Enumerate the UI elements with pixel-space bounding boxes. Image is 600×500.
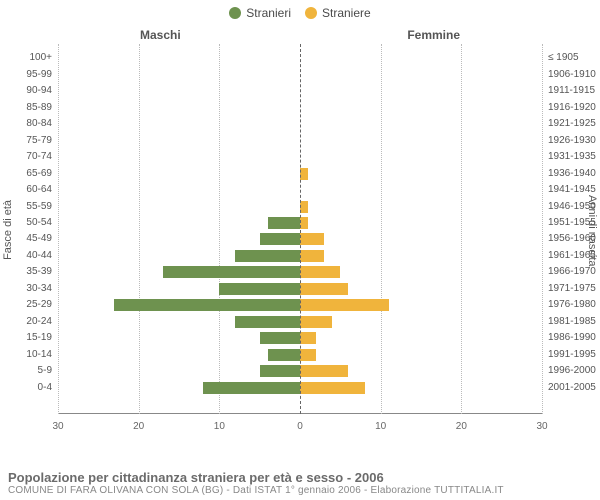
- axis-title-left: Fasce di età: [2, 200, 14, 260]
- chart-title: Popolazione per cittadinanza straniera p…: [8, 470, 592, 485]
- bar-male: [235, 250, 300, 262]
- birth-year-label: 1956-1960: [542, 231, 596, 247]
- bar-female: [300, 382, 365, 394]
- bar-female: [300, 233, 324, 245]
- age-label: 35-39: [26, 264, 58, 280]
- bar-male: [163, 266, 300, 278]
- bar-female: [300, 365, 348, 377]
- birth-year-label: 1951-1955: [542, 215, 596, 231]
- birth-year-label: 1911-1915: [542, 83, 595, 99]
- age-label: 20-24: [26, 314, 58, 330]
- x-tick-label: 0: [297, 421, 303, 432]
- section-title-female: Femmine: [407, 28, 460, 42]
- birth-year-label: 1966-1970: [542, 264, 596, 280]
- x-tick-label: 10: [375, 421, 386, 432]
- age-label: 5-9: [38, 363, 58, 379]
- age-label: 25-29: [26, 297, 58, 313]
- age-label: 40-44: [26, 248, 58, 264]
- bar-female: [300, 266, 340, 278]
- age-label: 45-49: [26, 231, 58, 247]
- legend: Stranieri Straniere: [0, 0, 600, 22]
- age-label: 50-54: [26, 215, 58, 231]
- age-label: 10-14: [26, 347, 58, 363]
- birth-year-label: 1906-1910: [542, 67, 596, 83]
- birth-year-label: 1926-1930: [542, 133, 596, 149]
- x-tick-label: 30: [52, 421, 63, 432]
- legend-item-female: Straniere: [305, 6, 371, 20]
- legend-label-female: Straniere: [322, 6, 371, 20]
- age-label: 90-94: [26, 83, 58, 99]
- age-label: 55-59: [26, 199, 58, 215]
- bar-female: [300, 316, 332, 328]
- bar-male: [260, 233, 300, 245]
- age-label: 60-64: [26, 182, 58, 198]
- bar-male: [260, 365, 300, 377]
- bar-female: [300, 168, 308, 180]
- birth-year-label: 1996-2000: [542, 363, 596, 379]
- age-label: 80-84: [26, 116, 58, 132]
- bar-male: [203, 382, 300, 394]
- birth-year-label: 1991-1995: [542, 347, 596, 363]
- legend-swatch-male: [229, 7, 241, 19]
- pyramid-chart: 3020100102030100+≤ 190595-991906-191090-…: [58, 44, 542, 432]
- bar-male: [114, 299, 300, 311]
- bar-male: [268, 217, 300, 229]
- age-label: 95-99: [26, 67, 58, 83]
- birth-year-label: 1981-1985: [542, 314, 596, 330]
- page: Stranieri Straniere Maschi Femmine Fasce…: [0, 0, 600, 500]
- bar-female: [300, 283, 348, 295]
- bar-male: [268, 349, 300, 361]
- bar-female: [300, 217, 308, 229]
- x-tick-label: 20: [456, 421, 467, 432]
- age-label: 0-4: [38, 380, 58, 396]
- birth-year-label: 1961-1965: [542, 248, 596, 264]
- age-label: 30-34: [26, 281, 58, 297]
- x-tick-label: 30: [536, 421, 547, 432]
- age-label: 70-74: [26, 149, 58, 165]
- age-label: 75-79: [26, 133, 58, 149]
- birth-year-label: 1941-1945: [542, 182, 596, 198]
- birth-year-label: 1986-1990: [542, 330, 596, 346]
- center-line: [300, 44, 301, 414]
- chart-source: COMUNE DI FARA OLIVANA CON SOLA (BG) - D…: [8, 485, 592, 496]
- bar-male: [235, 316, 300, 328]
- bar-female: [300, 332, 316, 344]
- age-label: 100+: [29, 50, 58, 66]
- birth-year-label: 1921-1925: [542, 116, 596, 132]
- birth-year-label: ≤ 1905: [542, 50, 579, 66]
- birth-year-label: 1971-1975: [542, 281, 596, 297]
- birth-year-label: 1931-1935: [542, 149, 596, 165]
- legend-label-male: Stranieri: [246, 6, 291, 20]
- x-tick-label: 10: [214, 421, 225, 432]
- bar-female: [300, 201, 308, 213]
- age-label: 65-69: [26, 166, 58, 182]
- birth-year-label: 1936-1940: [542, 166, 596, 182]
- legend-item-male: Stranieri: [229, 6, 291, 20]
- bar-female: [300, 299, 389, 311]
- age-label: 85-89: [26, 100, 58, 116]
- section-title-male: Maschi: [140, 28, 181, 42]
- bar-male: [260, 332, 300, 344]
- bar-female: [300, 349, 316, 361]
- birth-year-label: 2001-2005: [542, 380, 596, 396]
- x-tick-label: 20: [133, 421, 144, 432]
- birth-year-label: 1976-1980: [542, 297, 596, 313]
- age-label: 15-19: [26, 330, 58, 346]
- bar-female: [300, 250, 324, 262]
- chart-footer: Popolazione per cittadinanza straniera p…: [8, 470, 592, 496]
- bar-male: [219, 283, 300, 295]
- birth-year-label: 1946-1950: [542, 199, 596, 215]
- legend-swatch-female: [305, 7, 317, 19]
- birth-year-label: 1916-1920: [542, 100, 596, 116]
